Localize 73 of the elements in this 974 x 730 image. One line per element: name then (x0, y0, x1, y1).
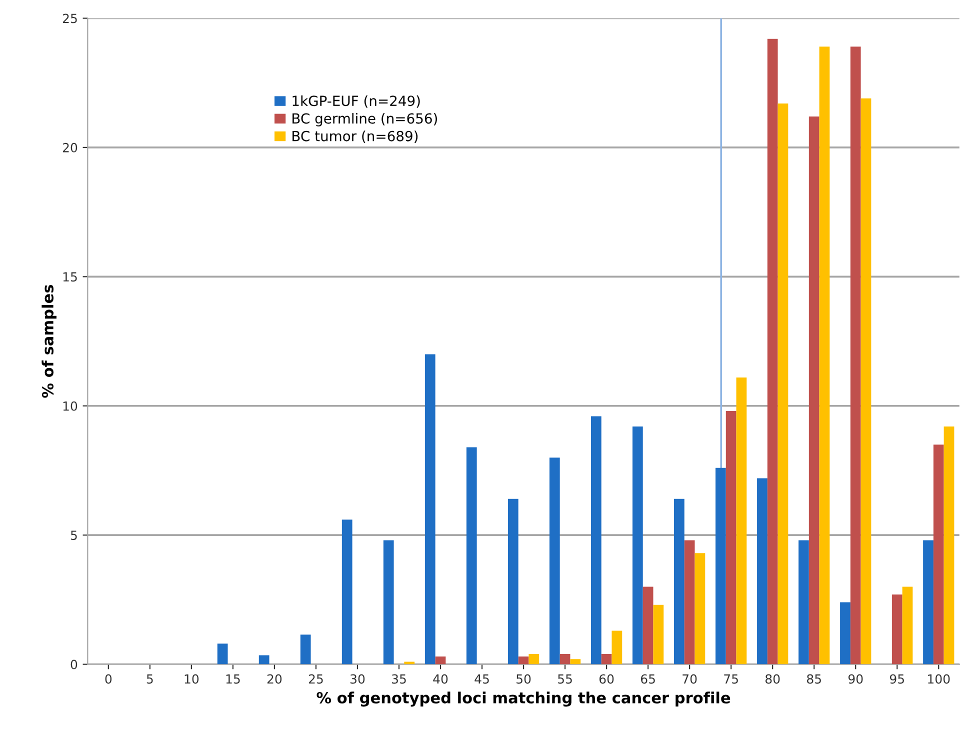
x-tick-label: 75 (724, 674, 738, 684)
y-tick-label: 20 (62, 142, 78, 152)
bar (612, 630, 622, 664)
x-tick-label: 20 (267, 674, 282, 684)
bar (342, 520, 352, 664)
bar (850, 46, 861, 664)
x-tick-label: 90 (848, 674, 863, 684)
bar (892, 594, 902, 664)
bar (653, 604, 664, 664)
legend-label: BC tumor (n=689) (292, 130, 418, 143)
bar (404, 662, 415, 664)
bar (466, 447, 477, 664)
y-tick-label: 0 (70, 660, 78, 670)
bar (508, 498, 518, 664)
x-tick-label: 100 (928, 674, 950, 684)
bar (902, 586, 913, 664)
legend-label: BC germline (n=656) (292, 112, 437, 126)
bar (642, 586, 654, 664)
x-tick-label: 60 (599, 674, 614, 684)
bar (808, 116, 820, 664)
bar (528, 654, 540, 664)
bar (716, 468, 726, 664)
x-tick-label: 40 (433, 674, 448, 684)
x-tick-label: 80 (765, 674, 780, 684)
x-tick-label: 95 (890, 674, 904, 684)
x-tick-label: 50 (516, 674, 531, 684)
bar (944, 426, 954, 664)
x-tick-label: 25 (308, 674, 323, 684)
x-tick-label: 10 (184, 674, 199, 684)
bar (840, 602, 850, 664)
bar (860, 98, 872, 664)
bar (435, 656, 446, 664)
bar (601, 654, 612, 664)
bar (933, 444, 944, 664)
x-tick-label: 85 (806, 674, 821, 684)
bar (819, 46, 830, 664)
x-axis-title: % of genotyped loci matching the cancer profile (316, 692, 730, 707)
y-tick-label: 10 (63, 401, 78, 411)
x-tick-label: 5 (146, 674, 153, 684)
bar (258, 655, 270, 664)
x-tick-label: 15 (226, 674, 240, 684)
bar (798, 540, 809, 664)
bar (217, 644, 228, 664)
bar (757, 478, 768, 664)
x-tick-label: 65 (640, 674, 655, 684)
x-tick-label: 30 (350, 674, 365, 684)
x-tick-label: 35 (392, 674, 406, 684)
bar (300, 634, 311, 664)
y-axis-title: % of samples (42, 284, 56, 398)
x-tick-label: 70 (682, 674, 697, 684)
legend-label: 1kGP-EUF (n=249) (292, 95, 420, 108)
y-tick-label: 25 (62, 14, 77, 24)
bar (570, 659, 581, 664)
x-tick-label: 0 (105, 674, 112, 684)
bar (726, 411, 736, 664)
bar (736, 377, 747, 664)
bar (549, 458, 560, 664)
bar (424, 354, 436, 664)
bar (674, 498, 684, 664)
y-tick-label: 15 (63, 272, 77, 282)
bar (778, 104, 788, 664)
bar (684, 540, 695, 664)
x-tick-label: 45 (474, 674, 489, 684)
bar (383, 540, 394, 664)
bar (923, 540, 934, 664)
bar (518, 656, 529, 664)
bar (767, 38, 778, 664)
x-tick-label: 55 (558, 674, 572, 684)
bar (560, 654, 570, 664)
bar (590, 416, 602, 664)
y-tick-label: 5 (70, 530, 77, 540)
bar (632, 426, 643, 664)
bar (694, 553, 706, 664)
